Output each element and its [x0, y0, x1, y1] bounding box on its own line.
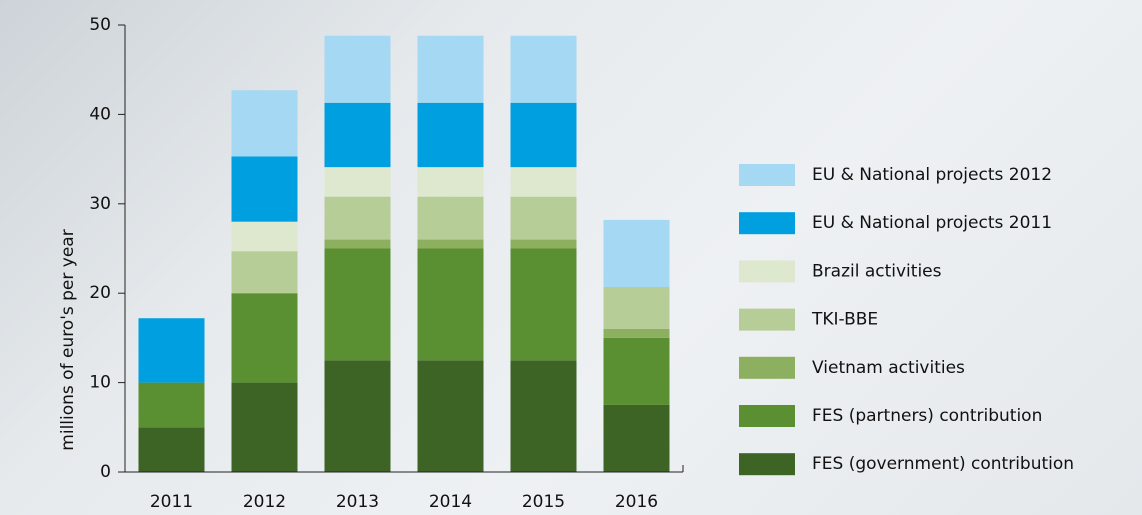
legend-swatch	[739, 260, 795, 283]
bar-segment	[603, 404, 670, 472]
legend-swatch	[739, 212, 795, 235]
bar-segment	[603, 328, 670, 338]
y-axis-label: millions of euro's per year	[58, 229, 78, 450]
bar-segment	[231, 221, 298, 252]
bar-segment	[603, 219, 670, 287]
legend-label: FES (government) contribution	[812, 454, 1074, 474]
bar-segment	[417, 35, 484, 103]
bar-segment	[603, 337, 670, 405]
bar-segment	[324, 360, 391, 472]
legend-label: Vietnam activities	[812, 358, 965, 378]
x-tick-label: 2015	[522, 492, 565, 512]
bar-segment	[324, 102, 391, 168]
legend-swatch	[739, 164, 795, 186]
bar-segment	[417, 248, 484, 361]
bar-segment	[510, 102, 577, 168]
bar-segment	[231, 293, 298, 383]
legend-swatch	[739, 453, 795, 476]
bar-segment	[138, 427, 205, 472]
y-tick-label: 40	[89, 104, 111, 124]
bar-segment	[417, 239, 484, 249]
bar-segment	[324, 167, 391, 197]
bar-segment	[417, 167, 484, 197]
bar-segment	[324, 248, 391, 361]
bar-segment	[510, 360, 577, 472]
legend-label: Brazil activities	[812, 261, 942, 281]
legend-label: TKI-BBE	[811, 310, 878, 330]
bar-segment	[324, 35, 391, 103]
x-tick-label: 2014	[429, 492, 472, 512]
x-tick-label: 2011	[150, 492, 193, 512]
bar-segment	[510, 167, 577, 197]
bar-segment	[510, 239, 577, 249]
legend-swatch	[739, 308, 795, 331]
y-tick-label: 0	[100, 462, 111, 482]
bar-segment	[231, 156, 298, 222]
legend-label: FES (partners) contribution	[812, 406, 1042, 426]
bar-segment	[231, 90, 298, 157]
y-tick-label: 20	[89, 283, 111, 303]
x-tick-label: 2013	[336, 492, 379, 512]
bar-segment	[138, 318, 205, 383]
bar-segment	[510, 196, 577, 240]
y-tick-label: 10	[89, 373, 111, 393]
legend-label: EU & National projects 2011	[812, 213, 1052, 233]
legend-swatch	[739, 356, 795, 379]
bar-segment	[417, 196, 484, 240]
y-tick-label: 30	[89, 194, 111, 214]
bar-segment	[417, 102, 484, 168]
bar-segment	[417, 360, 484, 472]
bar-segment	[231, 251, 298, 294]
bar-segment	[324, 239, 391, 249]
legend-label: EU & National projects 2012	[812, 165, 1052, 185]
bar-segment	[510, 35, 577, 103]
bar-segment	[324, 196, 391, 240]
bar-segment	[603, 286, 670, 329]
bar-segment	[510, 248, 577, 361]
x-tick-label: 2016	[615, 492, 658, 512]
bar-segment	[231, 382, 298, 472]
x-tick-label: 2012	[243, 492, 286, 512]
y-tick-label: 50	[89, 15, 111, 35]
bar-segment	[138, 382, 205, 428]
legend-swatch	[739, 405, 795, 427]
